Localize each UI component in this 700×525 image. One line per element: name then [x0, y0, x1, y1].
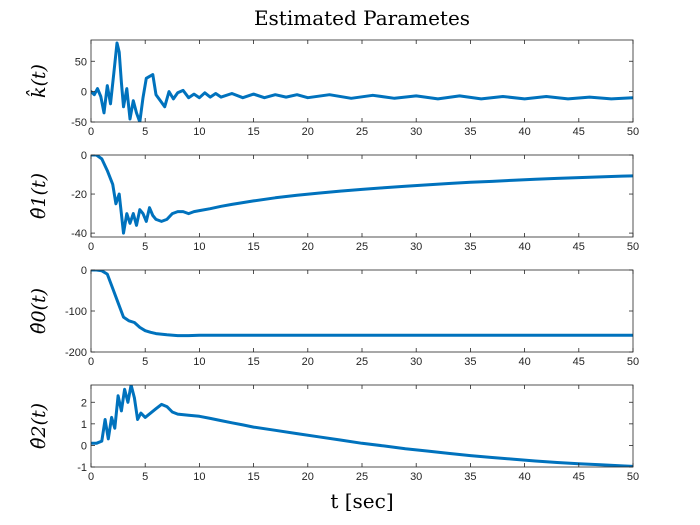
series-line-1 — [91, 41, 633, 122]
x-tick-label: 45 — [573, 471, 585, 483]
x-tick-label: 15 — [247, 126, 259, 138]
x-tick-label: 35 — [464, 356, 476, 368]
x-tick-label: 5 — [142, 471, 148, 483]
x-tick-label: 45 — [573, 356, 585, 368]
y-tick-label: 0 — [81, 87, 87, 99]
y-axis-label-3: θ̂0(t) — [28, 288, 50, 334]
x-tick-label: 25 — [356, 241, 368, 253]
x-tick-label: 10 — [193, 126, 205, 138]
y-tick-label: -50 — [71, 117, 87, 129]
series-line-3 — [91, 270, 633, 338]
y-tick-label: 0 — [81, 440, 87, 452]
y-tick-label: -20 — [71, 189, 87, 201]
x-tick-label: 15 — [247, 471, 259, 483]
y-tick-label: -200 — [65, 347, 87, 359]
x-tick-label: 35 — [464, 471, 476, 483]
x-tick-label: 50 — [627, 241, 639, 253]
x-tick-label: 10 — [193, 471, 205, 483]
x-tick-label: 40 — [518, 356, 530, 368]
x-tick-label: 0 — [88, 241, 94, 253]
y-tick-label: 0 — [81, 265, 87, 277]
x-tick-label: 30 — [410, 356, 422, 368]
y-tick-label: -40 — [71, 228, 87, 240]
y-tick-label: 0 — [81, 150, 87, 162]
x-tick-label: 50 — [627, 126, 639, 138]
y-axis-label-2: θ̂1(t) — [28, 173, 50, 219]
x-axis-label: t [sec] — [330, 489, 393, 513]
x-tick-label: 50 — [627, 471, 639, 483]
x-tick-label: 0 — [88, 471, 94, 483]
x-tick-label: 35 — [464, 241, 476, 253]
y-tick-label: 1 — [81, 419, 87, 431]
x-tick-label: 20 — [302, 126, 314, 138]
x-tick-label: 20 — [302, 471, 314, 483]
x-tick-label: 25 — [356, 471, 368, 483]
y-axis-label-4: θ̂2(t) — [28, 403, 50, 449]
y-tick-label: -1 — [77, 462, 87, 474]
subplot-3: 0 5 10 15 20 25 30 35 40 45 50 -200 -100 0 θ̂0(t) — [28, 265, 639, 368]
x-tick-label: 0 — [88, 126, 94, 138]
y-tick-label: -100 — [65, 306, 87, 318]
y-axis-label-1: k̂(t) — [25, 64, 50, 98]
series-line-2 — [91, 155, 633, 235]
chart-title: Estimated Parametes — [254, 6, 470, 30]
subplot-2: 0 5 10 15 20 25 30 35 40 45 50 -40 -20 0 θ̂1(t) — [28, 150, 639, 253]
x-tick-label: 20 — [302, 241, 314, 253]
x-tick-label: 30 — [410, 471, 422, 483]
x-tick-label: 35 — [464, 126, 476, 138]
x-tick-label: 40 — [518, 126, 530, 138]
x-tick-label: 15 — [247, 356, 259, 368]
x-tick-label: 25 — [356, 126, 368, 138]
x-tick-label: 15 — [247, 241, 259, 253]
x-tick-label: 45 — [573, 126, 585, 138]
x-tick-label: 25 — [356, 356, 368, 368]
x-tick-label: 45 — [573, 241, 585, 253]
x-tick-label: 5 — [142, 241, 148, 253]
x-tick-label: 40 — [518, 241, 530, 253]
x-tick-label: 50 — [627, 356, 639, 368]
x-tick-label: 40 — [518, 471, 530, 483]
y-tick-label: 50 — [75, 56, 87, 68]
series-line-4 — [91, 385, 633, 467]
x-tick-label: 0 — [88, 356, 94, 368]
x-tick-label: 5 — [142, 126, 148, 138]
x-tick-label: 10 — [193, 356, 205, 368]
x-tick-label: 20 — [302, 356, 314, 368]
x-tick-label: 30 — [410, 241, 422, 253]
x-tick-label: 10 — [193, 241, 205, 253]
x-tick-label: 30 — [410, 126, 422, 138]
x-tick-label: 5 — [142, 356, 148, 368]
y-tick-label: 2 — [81, 397, 87, 409]
